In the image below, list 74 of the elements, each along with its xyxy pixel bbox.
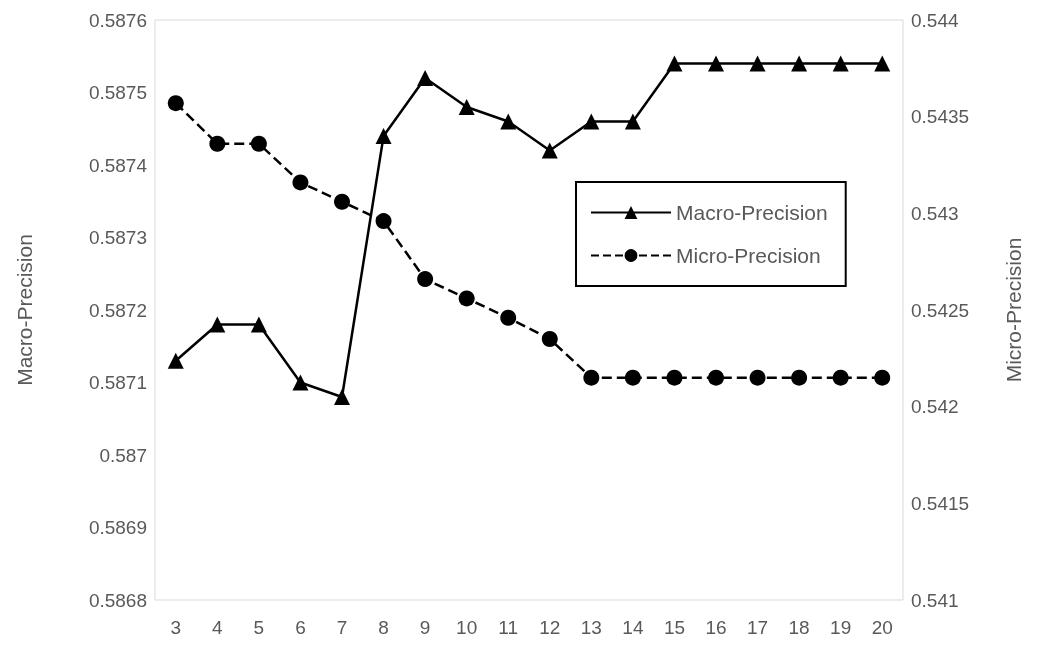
point: [334, 193, 350, 210]
x-tick-label: 12: [539, 617, 561, 638]
x-tick-label: 4: [212, 617, 224, 638]
x-tick-label: 9: [419, 617, 431, 638]
point: [874, 369, 891, 386]
x-tick-label: 7: [336, 617, 348, 638]
y2-tick-label: 0.544: [911, 9, 959, 31]
point: [583, 369, 600, 386]
point: [417, 70, 434, 86]
point: [832, 369, 849, 386]
point: [749, 369, 766, 386]
point: [375, 213, 392, 230]
legend-label: Micro-Precision: [676, 244, 821, 267]
point: [832, 55, 849, 72]
y-tick-label: 0.5871: [88, 372, 147, 393]
y2-axis-title: Micro-Precision: [1002, 237, 1025, 383]
y-tick-label: 0.5875: [88, 82, 147, 103]
x-tick-label: 10: [456, 617, 478, 638]
x-tick-label: 17: [746, 617, 769, 638]
x-tick-label: 14: [622, 617, 644, 638]
point: [292, 374, 309, 391]
point: [500, 309, 517, 326]
y-tick-label: 0.5872: [88, 299, 147, 321]
y-axis-title: Macro-Precision: [13, 234, 36, 386]
point: [666, 369, 683, 386]
x-tick-label: 5: [253, 617, 265, 638]
point: [583, 113, 600, 130]
y-tick-label: 0.5868: [88, 589, 147, 611]
point: [541, 331, 558, 347]
x-tick-label: 18: [788, 617, 810, 638]
point: [624, 113, 641, 130]
y-tick-label: 0.587: [99, 444, 147, 466]
x-tick-label: 8: [378, 617, 389, 638]
point: [167, 95, 184, 112]
point: [250, 135, 267, 152]
x-tick-label: 11: [498, 617, 519, 638]
x-tick-label: 15: [663, 617, 686, 638]
x-tick-label: 6: [295, 617, 306, 638]
point: [791, 55, 808, 72]
point: [292, 174, 309, 191]
point: [417, 271, 434, 288]
x-tick-label: 20: [871, 617, 893, 638]
y-tick-label: 0.5869: [88, 517, 147, 538]
point: [209, 135, 226, 152]
y2-tick-label: 0.543: [911, 202, 959, 224]
point: [708, 369, 724, 386]
x-tick-label: 19: [830, 617, 852, 638]
point: [749, 55, 766, 72]
point: [666, 55, 683, 72]
point: [334, 389, 350, 405]
legend-label: Macro-Precision: [676, 201, 828, 224]
x-tick-label: 16: [705, 617, 727, 638]
point: [250, 316, 267, 333]
point: [375, 128, 392, 144]
y2-tick-label: 0.5425: [911, 299, 970, 321]
point: [167, 352, 184, 369]
y-tick-label: 0.5876: [88, 9, 147, 31]
point: [541, 142, 558, 159]
point: [708, 55, 724, 72]
point: [500, 113, 517, 130]
point: [458, 290, 475, 307]
y2-tick-label: 0.5435: [911, 106, 970, 128]
x-tick-label: 13: [580, 617, 602, 638]
point: [791, 369, 808, 386]
y2-tick-label: 0.542: [911, 396, 959, 418]
y-tick-label: 0.5874: [88, 154, 148, 176]
y2-tick-label: 0.541: [911, 589, 959, 611]
point: [874, 55, 891, 72]
y-tick-label: 0.5873: [88, 227, 147, 248]
x-tick-label: 3: [170, 617, 182, 638]
point: [458, 99, 475, 115]
y2-tick-label: 0.5415: [911, 492, 970, 514]
point: [624, 369, 641, 386]
point: [209, 316, 226, 333]
